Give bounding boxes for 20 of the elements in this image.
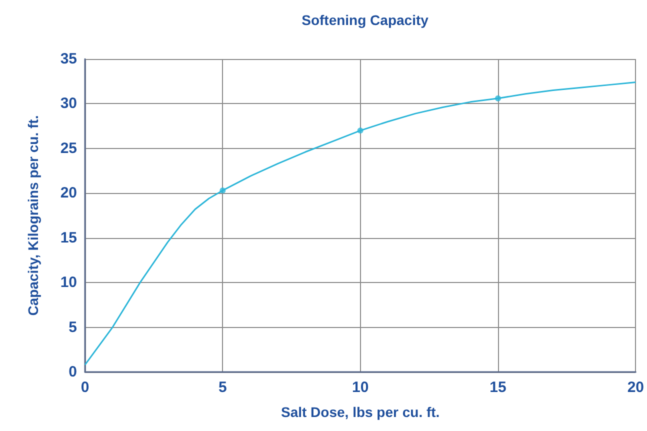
x-tick-label: 15 xyxy=(490,379,506,396)
y-tick-label: 5 xyxy=(68,318,77,336)
y-tick-label: 30 xyxy=(60,95,77,112)
y-tick-label: 10 xyxy=(60,274,77,292)
point xyxy=(357,128,364,134)
y-tick-label: 0 xyxy=(68,364,77,380)
x-tick-label: 5 xyxy=(218,379,227,396)
point xyxy=(220,187,226,194)
x-tick-label: 10 xyxy=(352,379,369,396)
y-axis-title: Capacity, Kilograins per cu. ft. xyxy=(25,115,41,316)
y-tick-label: 15 xyxy=(60,229,77,246)
chart-title: Softening Capacity xyxy=(302,12,429,28)
y-tick-label: 25 xyxy=(60,140,77,157)
x-tick-label: 20 xyxy=(627,379,644,396)
point xyxy=(495,95,501,102)
y-tick-label: 20 xyxy=(60,184,77,202)
y-tick-label: 35 xyxy=(60,50,77,68)
line-series xyxy=(84,82,636,366)
x-tick-label: 0 xyxy=(80,379,90,396)
x-axis-title: Salt Dose, lbs per cu. ft. xyxy=(280,404,440,420)
